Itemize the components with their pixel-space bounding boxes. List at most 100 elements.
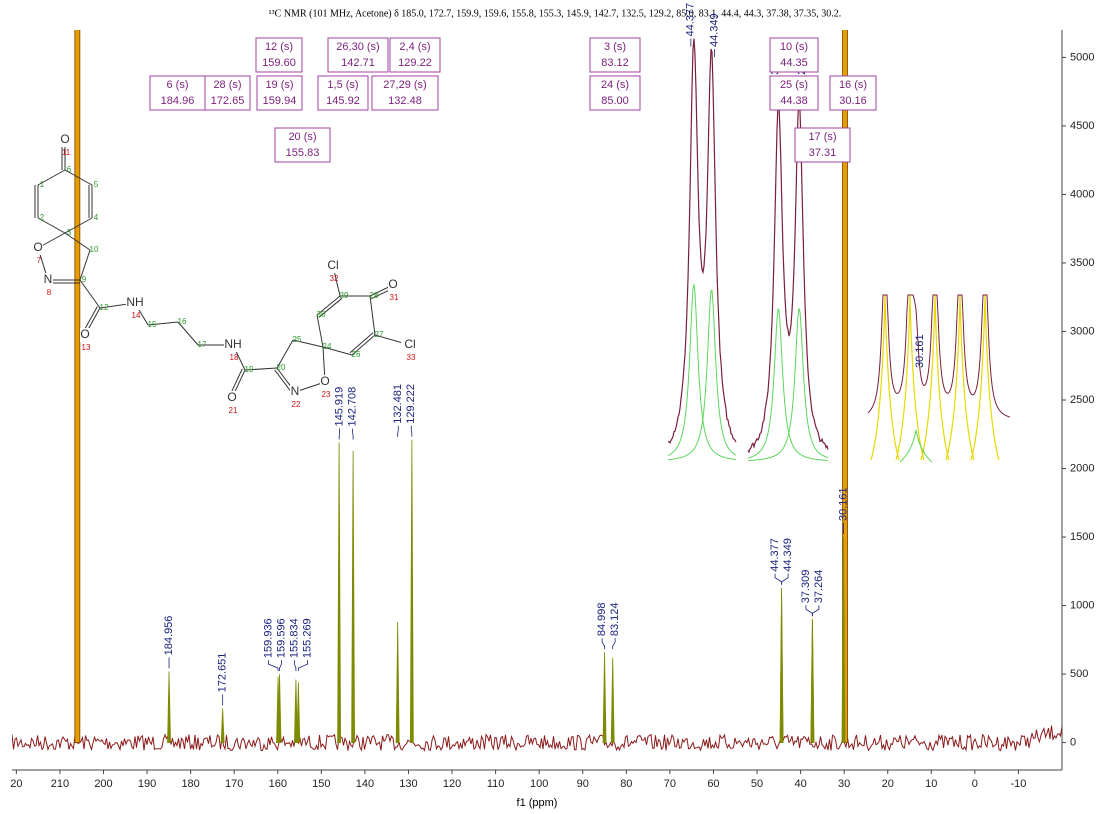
x-tick-label: 90 xyxy=(577,778,589,790)
atom-label: NH xyxy=(126,295,143,309)
x-tick-label: 140 xyxy=(356,778,374,790)
peak-label: 129.222 xyxy=(405,384,417,424)
bond xyxy=(316,314,324,348)
multiplet-label: 24 (s) xyxy=(601,79,629,91)
peak-label: 44.377 xyxy=(769,538,781,572)
inset-fit xyxy=(748,308,829,461)
peak xyxy=(602,652,607,743)
multiplet-shift: 44.38 xyxy=(780,95,808,107)
atom-number: 6 xyxy=(67,165,72,174)
atom-bg xyxy=(324,259,342,273)
bond xyxy=(177,321,199,346)
inset-fit xyxy=(920,294,950,461)
bond xyxy=(147,321,179,326)
multiplet-label: 20 (s) xyxy=(288,131,316,143)
multiplet-label: 16 (s) xyxy=(839,79,867,91)
multiplet-shift: 132.48 xyxy=(388,95,422,107)
peak xyxy=(409,439,414,743)
peak xyxy=(277,674,282,743)
x-tick-label: 10 xyxy=(925,778,937,790)
peak xyxy=(779,591,784,743)
peak-label: 84.998 xyxy=(596,602,608,636)
solvent-peak xyxy=(74,30,81,743)
label-connector xyxy=(612,638,616,650)
multiplet-box xyxy=(589,37,641,73)
atom-number: 31 xyxy=(390,293,399,302)
chart-title: ¹³C NMR (101 MHz, Acetone) δ 185.0, 172.… xyxy=(269,8,842,19)
atom-number: 17 xyxy=(198,340,207,349)
y-tick-label: 5000 xyxy=(1070,51,1094,63)
x-tick-label: 160 xyxy=(269,778,287,790)
x-tick-label: 100 xyxy=(530,778,548,790)
x-tick-label: 210 xyxy=(51,778,69,790)
atom-bg xyxy=(80,328,90,342)
inset-fit xyxy=(667,289,737,461)
multiplet-box xyxy=(769,75,819,111)
x-tick-label: 190 xyxy=(138,778,156,790)
inset-fit xyxy=(870,294,900,461)
multiplet-label: 1,5 (s) xyxy=(327,79,358,91)
bond xyxy=(64,217,93,234)
atom-number: 22 xyxy=(292,400,301,409)
atom-number: 1 xyxy=(40,180,45,189)
inset-fit xyxy=(945,294,975,461)
atom-number: 33 xyxy=(407,353,416,362)
atom-bg xyxy=(320,375,330,389)
y-tick-label: 0 xyxy=(1070,736,1076,748)
x-tick-label: 60 xyxy=(707,778,719,790)
y-tick-label: 500 xyxy=(1070,668,1088,680)
bond xyxy=(318,297,343,318)
atom-number: 8 xyxy=(47,288,52,297)
peak xyxy=(294,679,298,743)
multiplet-label: 6 (s) xyxy=(167,79,189,91)
x-tick-label: 150 xyxy=(312,778,330,790)
multiplet-box xyxy=(256,75,303,111)
peak xyxy=(810,619,815,743)
x-tick-label: 30 xyxy=(838,778,850,790)
inset-trace xyxy=(747,102,829,454)
label-connector xyxy=(410,425,413,437)
atom-label: N xyxy=(291,384,300,398)
atom-label: Cl xyxy=(404,337,415,351)
atom-bg xyxy=(33,241,43,255)
y-tick-label: 4500 xyxy=(1070,120,1094,132)
inset-peak-label: 30.161 xyxy=(914,334,926,368)
label-connector xyxy=(279,660,282,672)
atom-label: N xyxy=(44,272,53,286)
peak-label: 155.269 xyxy=(301,618,313,658)
x-tick-label: 110 xyxy=(487,778,505,790)
multiplet-box xyxy=(769,37,819,73)
atom-number: 13 xyxy=(82,343,91,352)
multiplet-shift: 37.31 xyxy=(809,147,837,159)
multiplet-label: 3 (s) xyxy=(604,41,626,53)
peak-label: 30.161 xyxy=(837,487,849,521)
multiplet-shift: 159.60 xyxy=(262,57,296,69)
inset: 30.161 xyxy=(867,294,1011,463)
atom-bg xyxy=(43,273,53,287)
atom-number: 18 xyxy=(230,353,239,362)
inset: 37.309 37.264 xyxy=(747,56,829,461)
multiplet-label: 26,30 (s) xyxy=(336,41,379,53)
y-tick-label: 1000 xyxy=(1070,599,1094,611)
x-axis-label: f1 (ppm) xyxy=(517,797,558,809)
peak-label: 132.481 xyxy=(392,384,404,424)
multiplet-shift: 155.83 xyxy=(286,147,320,159)
label-connector xyxy=(294,660,297,672)
inset: 44.377 44.349 xyxy=(667,3,737,461)
atom-number: 5 xyxy=(94,180,99,189)
inset-trace xyxy=(667,38,737,444)
multiplet-box xyxy=(255,37,303,73)
multiplet-box xyxy=(371,75,439,111)
peak-label: 145.919 xyxy=(334,387,346,427)
multiplet-shift: 44.35 xyxy=(780,57,808,69)
y-tick-label: 2500 xyxy=(1070,394,1094,406)
x-tick-label: 40 xyxy=(794,778,806,790)
multiplet-label: 19 (s) xyxy=(265,79,293,91)
bond xyxy=(79,279,101,309)
peak-label: 37.309 xyxy=(800,570,812,604)
atom-number: 4 xyxy=(94,213,99,222)
inset-peak-label: 44.349 xyxy=(708,13,720,47)
label-connector xyxy=(601,638,605,650)
multiplet-box xyxy=(389,37,441,73)
